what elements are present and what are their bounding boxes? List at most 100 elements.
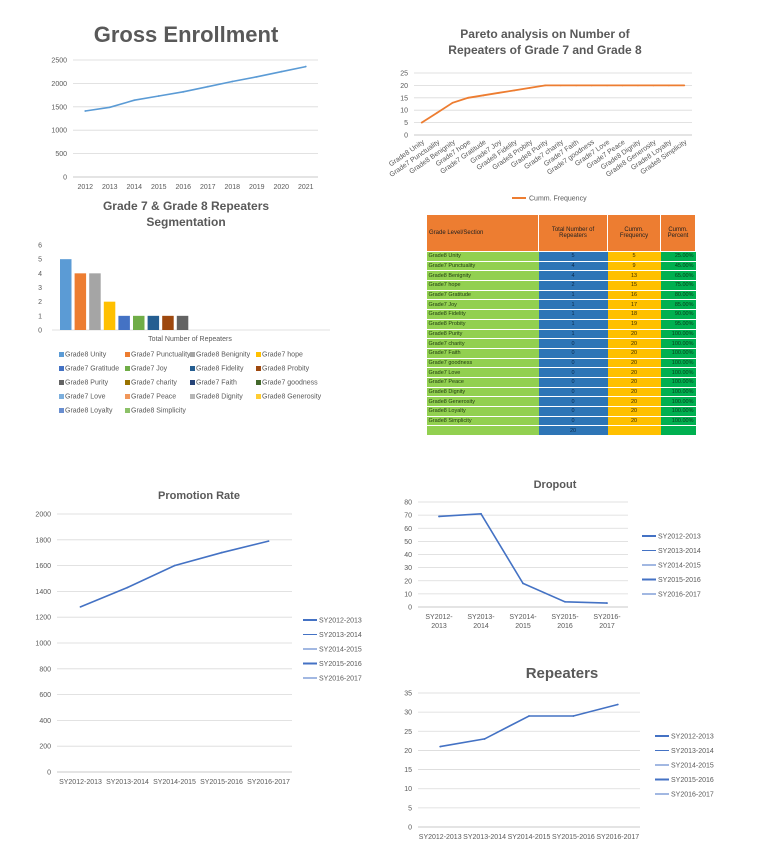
segmentation-bar <box>74 273 87 330</box>
pareto-table: Grade Level/Section Total Number of Repe… <box>426 214 696 437</box>
pareto-data-point <box>528 86 531 89</box>
table-cell: 80.00% <box>660 290 696 301</box>
dropout-x-tick-label: SY2016-2017 <box>593 614 621 630</box>
dropout-y-tick-label: 10 <box>404 591 412 598</box>
promotion-series-line <box>80 540 269 608</box>
segmentation-y-tick-label: 1 <box>38 313 42 320</box>
pareto-y-tick-label: 5 <box>404 120 408 127</box>
gross-data-point <box>280 70 283 73</box>
table-cell: 0 <box>538 387 608 398</box>
table-cell: 100.00% <box>660 387 696 398</box>
table-cell: Grade7 Peace <box>426 377 539 388</box>
table-cell: 100.00% <box>660 338 696 349</box>
repeaters-y-tick-label: 20 <box>404 748 412 755</box>
table-cell: 4 <box>538 270 608 282</box>
segmentation-bar <box>118 315 130 330</box>
table-cell: 100.00% <box>660 348 696 359</box>
table-cell: 0 <box>538 348 608 359</box>
table-cell: Grade8 Simplicity <box>426 416 539 427</box>
segmentation-y-tick-label: 4 <box>38 271 42 278</box>
table-row: Grade7 Punctuality 4 9 45.00% <box>426 261 696 272</box>
pareto-y-tick-label: 0 <box>404 133 408 140</box>
repeaters-x-tick-label: SY2015-2016 <box>552 834 595 841</box>
segmentation-x-axis-label: Total Number of Repeaters <box>148 336 232 343</box>
table-cell: 20 <box>607 387 661 398</box>
gross-series-line <box>85 65 306 112</box>
segmentation-title: Segmentation <box>146 215 225 229</box>
dropout-legend-label: SY2016-2017 <box>658 592 701 599</box>
table-cell: 16 <box>607 290 661 301</box>
gross-x-tick-label: 2019 <box>249 184 265 191</box>
repeaters-legend-label: SY2014-2015 <box>671 763 714 770</box>
table-cell: 13 <box>607 270 661 282</box>
dropout-title: Dropout <box>534 479 577 491</box>
dropout-x-tick-label: SY2013-2014 <box>467 614 495 630</box>
table-cell: 0 <box>538 377 608 388</box>
dropout-legend-label: SY2012-2013 <box>658 534 701 541</box>
gross-data-point <box>108 106 111 109</box>
table-cell: Grade8 Fidelity <box>426 309 539 320</box>
pareto-data-point <box>652 84 655 87</box>
table-cell: 5 <box>538 251 608 262</box>
promotion-x-tick-label: SY2013-2014 <box>106 779 149 786</box>
table-cell: 20 <box>607 396 661 407</box>
table-cell <box>660 425 696 437</box>
gross-data-point <box>304 65 307 68</box>
table-cell: 0 <box>538 338 608 349</box>
pareto-data-point <box>621 84 624 87</box>
table-cell: Grade8 Dignity <box>426 387 539 398</box>
repeaters-legend-label: SY2012-2013 <box>671 734 714 741</box>
table-cell: 9 <box>607 261 661 272</box>
promotion-data-point <box>79 605 82 608</box>
pareto-data-point <box>606 84 608 87</box>
promotion-y-tick-label: 1600 <box>35 563 51 570</box>
segmentation-legend-label: Grade7 goodness <box>262 380 318 387</box>
segmentation-bar <box>133 315 145 330</box>
dropout-data-point <box>480 512 482 515</box>
table-row: Grade7 Joy 1 17 85.00% <box>426 299 696 311</box>
gross-x-tick-label: 2021 <box>298 184 314 191</box>
pareto-data-point <box>513 89 516 92</box>
table-cell: 100.00% <box>660 329 696 340</box>
segmentation-y-tick-label: 0 <box>38 328 42 335</box>
repeaters-y-tick-label: 25 <box>404 729 412 736</box>
pareto-y-tick-label: 15 <box>400 95 408 102</box>
dropout-legend-label: SY2013-2014 <box>658 548 701 555</box>
promotion-title: Promotion Rate <box>158 490 240 502</box>
table-cell: 1 <box>538 309 608 320</box>
segmentation-legend-label: Grade8 Benignity <box>196 352 251 359</box>
table-cell: 100.00% <box>660 358 696 369</box>
pareto-data-point <box>683 84 686 87</box>
table-cell: 85.00% <box>660 299 696 311</box>
table-cell: 20 <box>607 358 661 369</box>
repeaters-data-point <box>572 715 575 717</box>
segmentation-legend-swatch <box>256 352 261 357</box>
repeaters-data-point <box>483 738 486 740</box>
table-cell: 20 <box>607 367 661 378</box>
segmentation-y-tick-label: 5 <box>38 257 42 264</box>
repeaters-y-tick-label: 5 <box>408 805 412 812</box>
dropout-y-tick-label: 50 <box>404 539 412 546</box>
segmentation-legend-label: Grade7 charity <box>131 380 177 387</box>
table-cell: Grade7 Punctuality <box>426 261 539 272</box>
gross-y-tick-label: 2000 <box>51 81 67 88</box>
pareto-data-point <box>559 84 562 87</box>
table-cell: 0 <box>538 367 608 378</box>
table-header-cumm-frequency: Cumm. Frequency <box>607 214 661 252</box>
segmentation-legend-swatch <box>59 352 64 357</box>
table-row: Grade8 Unity 5 5 25.00% <box>426 251 696 262</box>
table-row: Grade8 Simplicity 0 20 100.00% <box>426 416 696 427</box>
table-cell: Grade8 Benignity <box>426 270 539 282</box>
promotion-y-tick-label: 800 <box>39 666 51 673</box>
promotion-y-tick-label: 1200 <box>35 615 51 622</box>
gross-data-point <box>231 80 234 83</box>
table-cell: 20 <box>607 377 661 388</box>
repeaters-series-line <box>440 703 619 748</box>
table-cell: 0 <box>538 358 608 369</box>
segmentation-bar <box>89 273 101 330</box>
segmentation-bar <box>162 315 174 330</box>
segmentation-legend-swatch <box>256 380 261 385</box>
table-cell: 20 <box>607 348 661 359</box>
segmentation-bar <box>147 315 160 330</box>
table-cell <box>426 425 539 437</box>
